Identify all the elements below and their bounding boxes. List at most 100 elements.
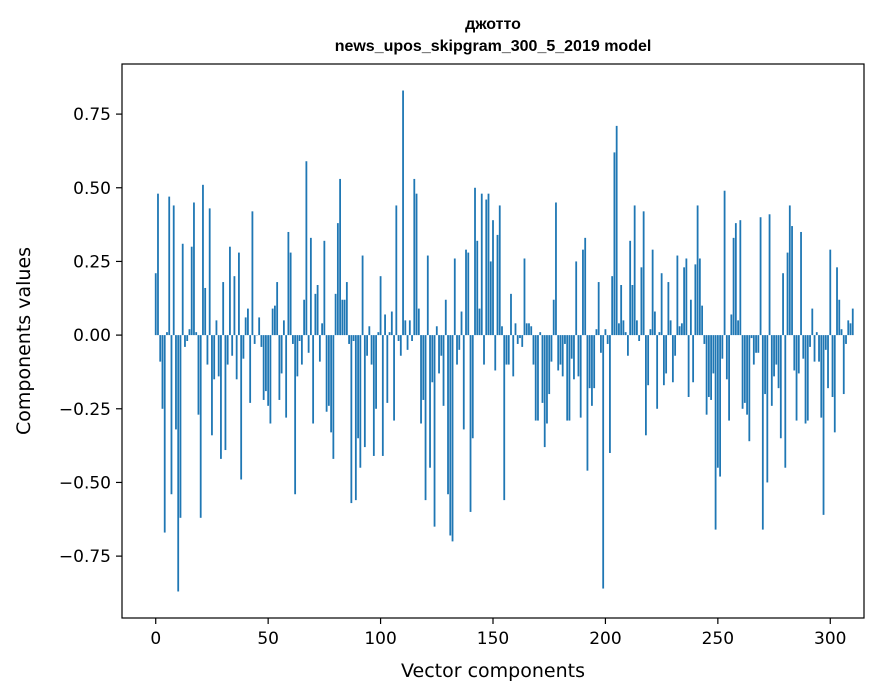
- bar: [793, 335, 796, 371]
- bar: [775, 335, 778, 365]
- bar: [184, 335, 186, 347]
- bar: [660, 273, 663, 336]
- bar: [170, 335, 173, 495]
- bar: [566, 335, 569, 421]
- bar: [845, 335, 847, 344]
- bar: [651, 249, 654, 336]
- bar: [703, 335, 706, 344]
- bar: [649, 329, 652, 336]
- bar: [345, 282, 348, 336]
- bar: [838, 299, 841, 336]
- bar: [658, 332, 661, 336]
- bar: [172, 205, 175, 336]
- bar: [840, 329, 843, 336]
- bar: [354, 335, 357, 501]
- bar: [247, 308, 249, 336]
- bar: [474, 187, 476, 336]
- bar: [701, 305, 704, 336]
- bar: [759, 217, 762, 336]
- bar: [296, 335, 299, 377]
- bar: [287, 231, 290, 336]
- bar: [159, 335, 162, 362]
- x-tick-label: 300: [814, 629, 846, 649]
- bar: [737, 320, 739, 336]
- x-tick-label: 150: [477, 629, 509, 649]
- bar: [847, 320, 850, 336]
- bar: [662, 335, 665, 386]
- x-tick-label: 200: [589, 629, 621, 649]
- bar: [186, 335, 189, 341]
- bar: [429, 335, 431, 468]
- bar: [285, 335, 288, 418]
- bar: [620, 285, 623, 336]
- y-tick-label: −0.75: [59, 547, 111, 567]
- bar: [618, 323, 620, 336]
- y-tick-label: −0.50: [59, 473, 111, 493]
- bar: [777, 335, 780, 389]
- bar: [525, 323, 528, 336]
- bar: [676, 255, 679, 336]
- bar: [521, 335, 524, 347]
- bar: [609, 335, 611, 453]
- bar: [478, 308, 481, 336]
- bar: [831, 335, 834, 397]
- bar: [818, 335, 820, 362]
- bar: [303, 299, 306, 336]
- bar: [591, 335, 593, 406]
- bar: [532, 335, 535, 365]
- x-axis-label: Vector components: [401, 660, 585, 682]
- bar: [370, 335, 373, 365]
- bar: [606, 335, 609, 344]
- bar: [824, 335, 827, 350]
- bar: [242, 335, 245, 359]
- bar: [802, 335, 805, 359]
- bar: [469, 335, 472, 512]
- bar: [541, 335, 544, 403]
- bar: [465, 249, 467, 336]
- bar: [267, 335, 270, 406]
- bar: [375, 335, 377, 409]
- bar: [348, 335, 350, 344]
- bar: [613, 152, 616, 336]
- bar: [761, 335, 764, 530]
- bar: [233, 276, 236, 336]
- bar: [498, 205, 501, 336]
- bar: [645, 335, 647, 436]
- bar: [804, 335, 807, 424]
- bar: [316, 285, 319, 336]
- bar: [779, 335, 782, 439]
- bar: [586, 335, 589, 471]
- bar: [309, 237, 312, 336]
- bar: [557, 335, 560, 371]
- bar: [204, 287, 207, 336]
- bar: [386, 335, 389, 403]
- bar: [822, 335, 825, 515]
- bar: [460, 311, 463, 336]
- bar: [728, 335, 730, 421]
- bar: [426, 255, 429, 336]
- bar: [260, 335, 263, 347]
- bar: [732, 237, 735, 336]
- bar: [363, 335, 366, 448]
- bar: [627, 335, 629, 356]
- bar: [800, 231, 802, 336]
- bar: [222, 282, 225, 336]
- bar: [782, 273, 784, 336]
- bar: [827, 335, 829, 389]
- bar: [746, 335, 748, 415]
- bar: [307, 335, 310, 353]
- bar: [240, 335, 243, 480]
- chart-title: джотто: [465, 16, 521, 33]
- bar: [523, 258, 526, 336]
- bar: [582, 249, 584, 336]
- bar: [575, 261, 578, 336]
- bar: [705, 335, 708, 415]
- bar: [323, 240, 326, 336]
- bar: [339, 178, 341, 336]
- bar: [512, 335, 515, 377]
- bar: [420, 335, 422, 424]
- bar: [689, 299, 692, 336]
- bar: [712, 335, 715, 374]
- bar: [433, 335, 436, 527]
